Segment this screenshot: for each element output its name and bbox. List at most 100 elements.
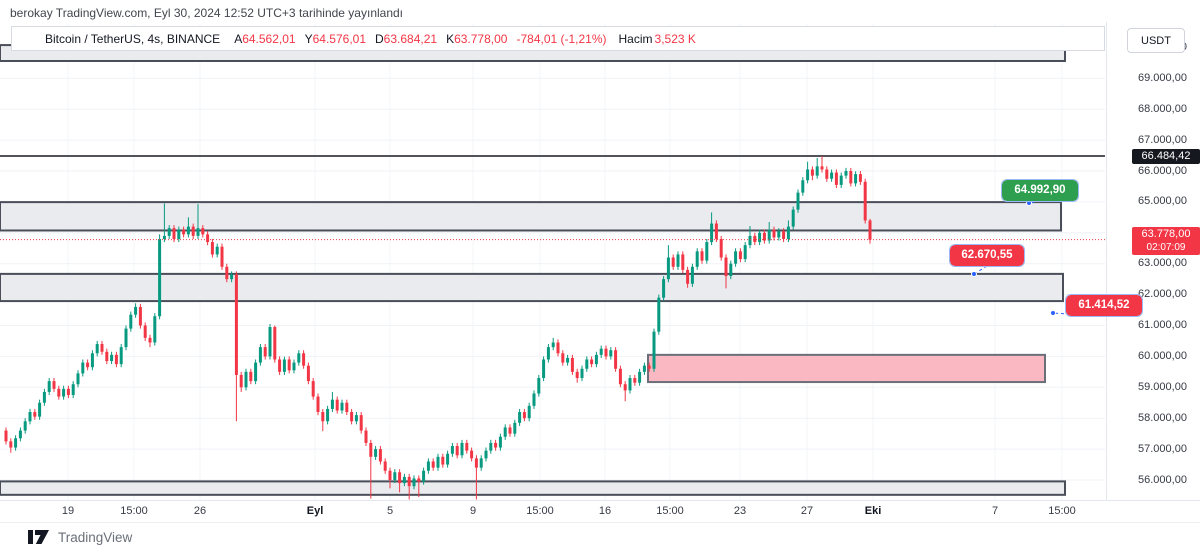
candle-body [782, 231, 786, 239]
candle-body [28, 412, 32, 422]
price-tick-label: 69.000,00 [1138, 71, 1187, 84]
currency-toggle-button[interactable]: USDT [1127, 28, 1185, 53]
volume-value: 3,523 K [654, 31, 696, 46]
time-axis[interactable]: 19 15:00 26 Eyl 5 9 15:00 16 15:00 23 27 Eki 7 15:00 [0, 500, 1200, 523]
candle-body [743, 245, 747, 260]
candle-body [652, 331, 656, 369]
candle-body [302, 353, 306, 366]
last-price-axis-label: 63.778,00 02:07:09 [1132, 226, 1200, 255]
candle-body [52, 381, 56, 389]
time-tick-label: 27 [800, 505, 814, 517]
candle-body [642, 365, 646, 372]
candle-body [542, 359, 546, 379]
candle-body [748, 235, 752, 246]
candle-body [695, 251, 699, 267]
candle-body [647, 365, 651, 369]
candle-body [220, 246, 224, 267]
candle-body [868, 220, 872, 240]
price-callout-1[interactable]: 62.670,55 [949, 244, 1025, 267]
candle-body [311, 381, 315, 397]
candle-body [460, 442, 464, 456]
candle-body [628, 378, 632, 391]
candle-body [575, 371, 579, 379]
zone-pink-supply[interactable] [647, 353, 1046, 384]
candle-body [849, 171, 853, 184]
candle-body [503, 427, 507, 437]
ohlc-close: K63.778,00 [446, 31, 508, 46]
candle-body [4, 430, 8, 442]
candle-body [57, 388, 61, 397]
candle-body [844, 171, 848, 176]
ohlc-high: Y64.576,01 [304, 31, 366, 46]
candle-body [210, 242, 214, 255]
candle-body [537, 378, 541, 394]
candle-body [398, 472, 402, 484]
callout-anchor-dot[interactable] [971, 271, 977, 277]
candle-body [700, 251, 704, 261]
candle-body [278, 359, 282, 372]
candle-body [710, 223, 714, 243]
zone-demand-62670[interactable] [0, 272, 1064, 303]
candle-body [758, 232, 762, 243]
candle-body [18, 430, 22, 439]
candle-body [801, 180, 805, 193]
volume-label: Hacim [618, 31, 653, 46]
zone-supply-64992[interactable] [0, 201, 1062, 232]
candle-body [810, 169, 814, 176]
candle-body [585, 359, 589, 369]
candle-body [705, 242, 709, 261]
candle-body [114, 354, 118, 365]
price-tick-label: 67.000,00 [1138, 133, 1187, 146]
candle-body [186, 226, 190, 235]
candle-body [431, 461, 435, 468]
candle-body [633, 378, 637, 383]
candle-body [676, 254, 680, 267]
candle-body [566, 357, 570, 363]
time-tick-label: 9 [469, 505, 477, 517]
candle-body [249, 371, 253, 382]
zone-bottom[interactable] [0, 480, 1066, 496]
time-tick-label: 7 [991, 505, 999, 517]
candle-body [455, 446, 459, 456]
candle-body [753, 235, 757, 243]
candle-body [86, 362, 90, 368]
candle-body [609, 350, 613, 357]
tradingview-logo[interactable]: TradingView [28, 530, 132, 545]
candle-body [825, 169, 829, 179]
price-callout-2[interactable]: 61.414,52 [1065, 294, 1143, 317]
candle-body [834, 172, 838, 185]
candle-body [513, 422, 517, 434]
chart-canvas[interactable] [0, 0, 1105, 521]
candle-body [326, 408, 330, 422]
candle-body [369, 442, 373, 457]
candle-body [546, 347, 550, 360]
line-price-axis-label: 66.484,42 [1132, 148, 1200, 164]
candle-body [407, 476, 411, 487]
candle-body [772, 229, 776, 238]
candle-body [234, 274, 238, 375]
price-tick-label: 66.000,00 [1138, 164, 1187, 177]
candle-body [556, 342, 560, 354]
candle-body [671, 257, 675, 267]
price-axis[interactable]: 70.000,0069.000,0068.000,0067.000,0066.0… [1106, 22, 1200, 500]
candle-body [479, 458, 483, 468]
candle-body [148, 337, 152, 343]
candle-body [119, 347, 123, 365]
candle-body [522, 412, 526, 419]
candle-body [292, 362, 296, 371]
candle-body [734, 251, 738, 264]
candle-body [863, 181, 867, 221]
callout-anchor-dot[interactable] [1026, 200, 1032, 206]
candle-body [532, 393, 536, 406]
callout-anchor-dot[interactable] [1050, 310, 1056, 316]
price-callout-0[interactable]: 64.992,90 [1001, 179, 1079, 202]
candle-body [623, 384, 627, 391]
legend-bar[interactable]: Bitcoin / TetherUS, 4s, BINANCE A64.562,… [11, 26, 1105, 51]
candle-body [172, 228, 176, 239]
candle-body [690, 266, 694, 284]
time-tick-label: 15:00 [1048, 505, 1076, 517]
candle-body [14, 438, 18, 448]
time-tick-label: 15:00 [526, 505, 554, 517]
price-tick-label: 68.000,00 [1138, 102, 1187, 115]
